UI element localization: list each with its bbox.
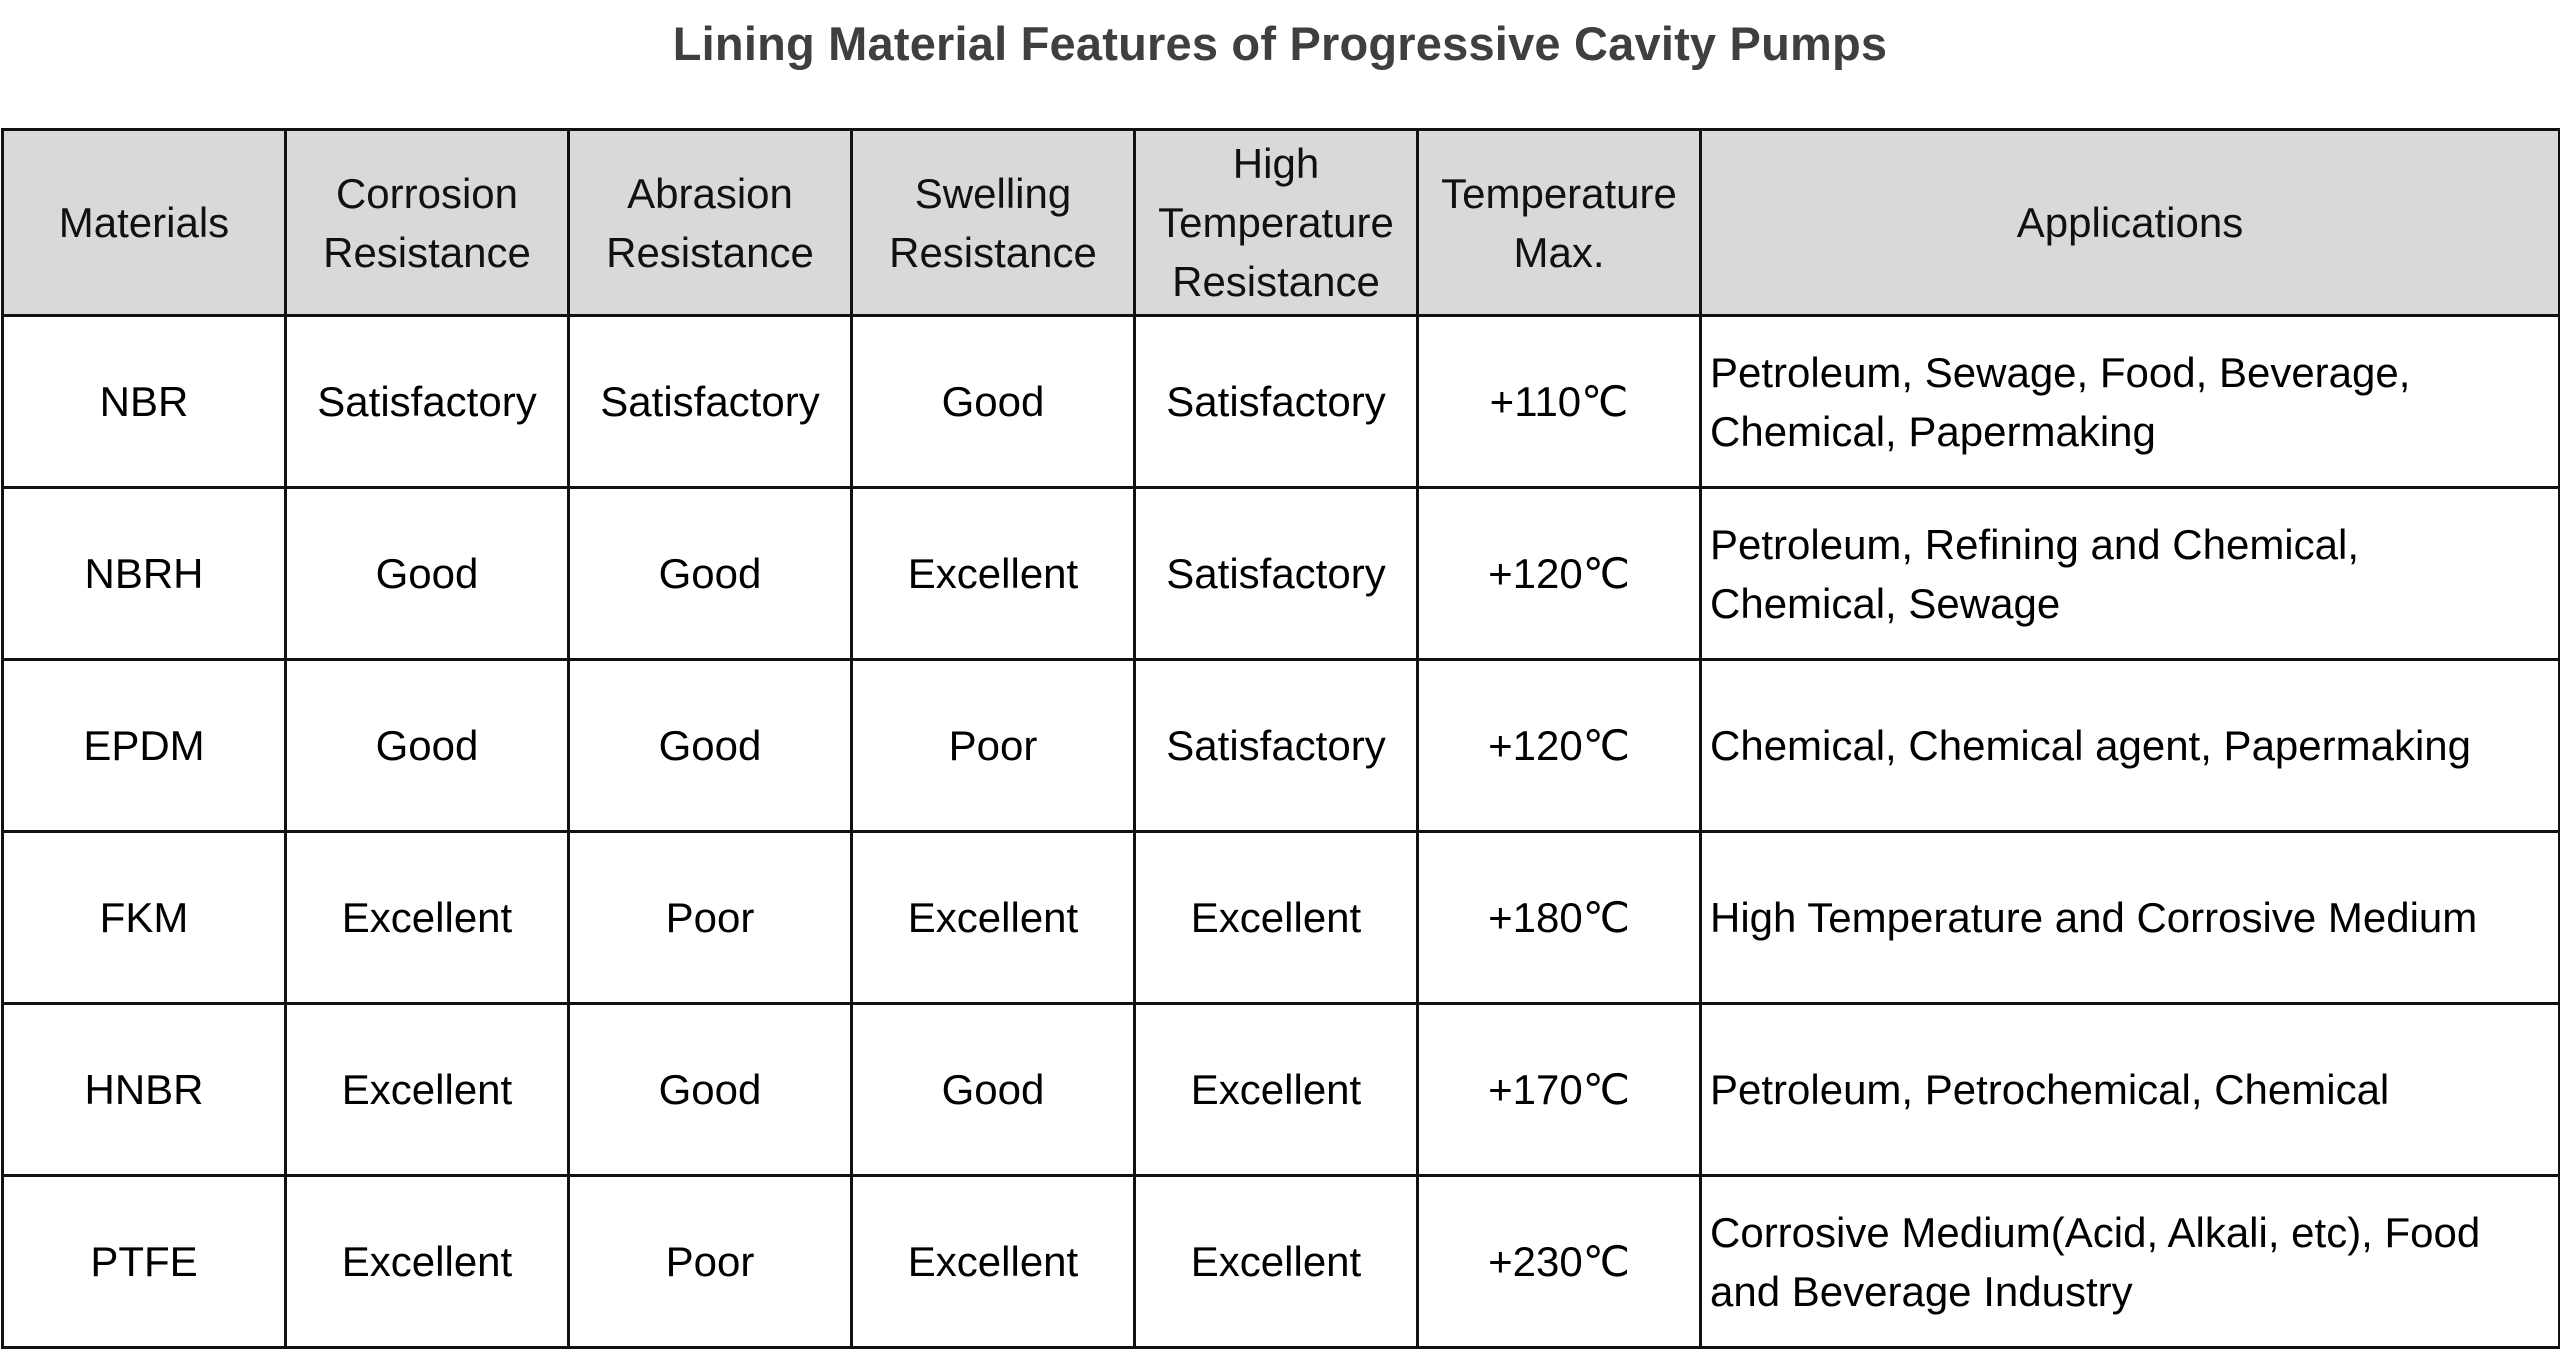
column-header-temperature-max: Temperature Max. [1416,128,1702,317]
swelling-resistance-cell: Poor [850,658,1136,833]
temperature-max-cell: +230℃ [1416,1174,1702,1349]
high-temperature-resistance-cell: Satisfactory [1133,314,1419,489]
high-temperature-resistance-cell: Excellent [1133,1002,1419,1177]
corrosion-resistance-cell: Good [284,658,570,833]
abrasion-resistance-cell: Poor [567,1174,853,1349]
column-header-applications: Applications [1699,128,2560,317]
column-header-high-temperature-resistance: High Temperature Resistance [1133,128,1419,317]
abrasion-resistance-cell: Poor [567,830,853,1005]
table-row: NBRH Good Good Excellent Satisfactory +1… [1,486,2560,661]
high-temperature-resistance-cell: Satisfactory [1133,658,1419,833]
corrosion-resistance-cell: Good [284,486,570,661]
table-row: EPDM Good Good Poor Satisfactory +120℃ C… [1,658,2560,833]
temperature-max-cell: +180℃ [1416,830,1702,1005]
swelling-resistance-cell: Excellent [850,830,1136,1005]
swelling-resistance-cell: Good [850,314,1136,489]
material-cell: FKM [1,830,287,1005]
table-row: FKM Excellent Poor Excellent Excellent +… [1,830,2560,1005]
material-cell: NBR [1,314,287,489]
swelling-resistance-cell: Good [850,1002,1136,1177]
applications-cell: Petroleum, Refining and Chemical, Chemic… [1699,486,2560,661]
table-row: PTFE Excellent Poor Excellent Excellent … [1,1174,2560,1349]
temperature-max-cell: +120℃ [1416,658,1702,833]
corrosion-resistance-cell: Excellent [284,830,570,1005]
material-cell: PTFE [1,1174,287,1349]
table-row: NBR Satisfactory Satisfactory Good Satis… [1,314,2560,489]
corrosion-resistance-cell: Satisfactory [284,314,570,489]
header-row: Materials Corrosion Resistance Abrasion … [1,128,2560,317]
page-title: Lining Material Features of Progressive … [672,17,1888,70]
column-header-swelling-resistance: Swelling Resistance [850,128,1136,317]
applications-cell: Petroleum, Sewage, Food, Beverage, Chemi… [1699,314,2560,489]
column-header-abrasion-resistance: Abrasion Resistance [567,128,853,317]
material-features-table: Materials Corrosion Resistance Abrasion … [1,128,2560,1349]
material-cell: EPDM [1,658,287,833]
high-temperature-resistance-cell: Excellent [1133,1174,1419,1349]
swelling-resistance-cell: Excellent [850,1174,1136,1349]
material-cell: HNBR [1,1002,287,1177]
swelling-resistance-cell: Excellent [850,486,1136,661]
applications-cell: Chemical, Chemical agent, Papermaking [1699,658,2560,833]
high-temperature-resistance-cell: Satisfactory [1133,486,1419,661]
temperature-max-cell: +120℃ [1416,486,1702,661]
high-temperature-resistance-cell: Excellent [1133,830,1419,1005]
abrasion-resistance-cell: Good [567,486,853,661]
temperature-max-cell: +110℃ [1416,314,1702,489]
corrosion-resistance-cell: Excellent [284,1174,570,1349]
temperature-max-cell: +170℃ [1416,1002,1702,1177]
material-cell: NBRH [1,486,287,661]
applications-cell: Petroleum, Petrochemical, Chemical [1699,1002,2560,1177]
corrosion-resistance-cell: Excellent [284,1002,570,1177]
column-header-materials: Materials [1,128,287,317]
column-header-corrosion-resistance: Corrosion Resistance [284,128,570,317]
abrasion-resistance-cell: Satisfactory [567,314,853,489]
abrasion-resistance-cell: Good [567,1002,853,1177]
applications-cell: Corrosive Medium(Acid, Alkali, etc), Foo… [1699,1174,2560,1349]
abrasion-resistance-cell: Good [567,658,853,833]
applications-cell: High Temperature and Corrosive Medium [1699,830,2560,1005]
table-row: HNBR Excellent Good Good Excellent +170℃… [1,1002,2560,1177]
